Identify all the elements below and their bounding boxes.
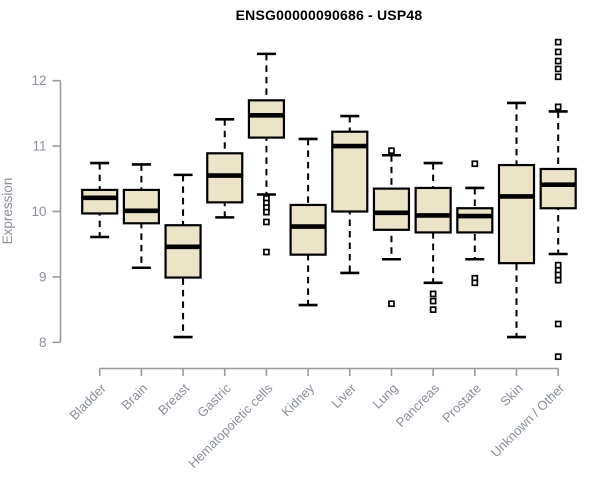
outlier-hematopoietic-cells-4 bbox=[263, 218, 270, 226]
outlier-prostate-2 bbox=[471, 279, 479, 287]
outlier-lung-0 bbox=[388, 147, 395, 155]
outlier-unknown-other-11 bbox=[554, 353, 562, 361]
x-tick-label-pancreas: Pancreas bbox=[393, 380, 443, 430]
chart-title: ENSG00000090686 - USP48 bbox=[235, 7, 423, 23]
box-brain bbox=[122, 188, 160, 225]
y-tick-label-9: 9 bbox=[39, 269, 47, 284]
box-pancreas bbox=[414, 186, 452, 234]
box-breast bbox=[164, 224, 202, 279]
box-hematopoietic-cells bbox=[247, 99, 286, 139]
outlier-pancreas-2 bbox=[429, 306, 437, 313]
x-tick-label-liver: Liver bbox=[328, 380, 359, 411]
x-tick-label-bladder: Bladder bbox=[67, 380, 110, 423]
outlier-unknown-other-4 bbox=[554, 73, 562, 81]
outlier-lung-1 bbox=[388, 300, 395, 308]
x-tick-label-skin: Skin bbox=[497, 381, 525, 409]
x-tick-label-brain: Brain bbox=[118, 381, 150, 413]
outlier-unknown-other-9 bbox=[554, 276, 562, 284]
y-tick-label-10: 10 bbox=[31, 204, 46, 219]
x-tick-label-gastric: Gastric bbox=[194, 380, 234, 420]
box-lung bbox=[372, 187, 411, 231]
x-tick-label-unknown-other: Unknown / Other bbox=[488, 380, 568, 460]
outlier-unknown-other-0 bbox=[554, 38, 562, 46]
box-prostate bbox=[456, 207, 494, 234]
outlier-hematopoietic-cells-3 bbox=[263, 208, 270, 216]
box-liver bbox=[331, 130, 369, 213]
y-tick-label-12: 12 bbox=[31, 73, 46, 88]
x-tick-label-kidney: Kidney bbox=[279, 380, 318, 419]
outlier-unknown-other-10 bbox=[554, 320, 562, 328]
outlier-unknown-other-5 bbox=[554, 103, 562, 111]
x-tick-label-lung: Lung bbox=[370, 381, 401, 412]
outlier-unknown-other-2 bbox=[554, 57, 562, 65]
box-unknown-other bbox=[539, 167, 577, 210]
box-skin bbox=[497, 163, 536, 265]
outlier-pancreas-0 bbox=[429, 290, 437, 298]
y-tick-label-8: 8 bbox=[39, 335, 47, 350]
y-axis-label: Expression bbox=[0, 178, 15, 245]
outlier-unknown-other-8 bbox=[554, 271, 562, 279]
box-kidney bbox=[289, 203, 327, 256]
outlier-unknown-other-3 bbox=[554, 65, 562, 73]
outlier-prostate-0 bbox=[471, 160, 479, 168]
outlier-pancreas-1 bbox=[429, 297, 437, 305]
box-bladder bbox=[81, 188, 119, 215]
x-tick-label-prostate: Prostate bbox=[439, 381, 484, 426]
x-tick-label-breast: Breast bbox=[155, 380, 192, 417]
y-tick-label-11: 11 bbox=[32, 139, 46, 154]
outlier-unknown-other-1 bbox=[554, 48, 562, 56]
outlier-unknown-other-6 bbox=[554, 261, 562, 269]
outlier-hematopoietic-cells-5 bbox=[263, 248, 270, 256]
